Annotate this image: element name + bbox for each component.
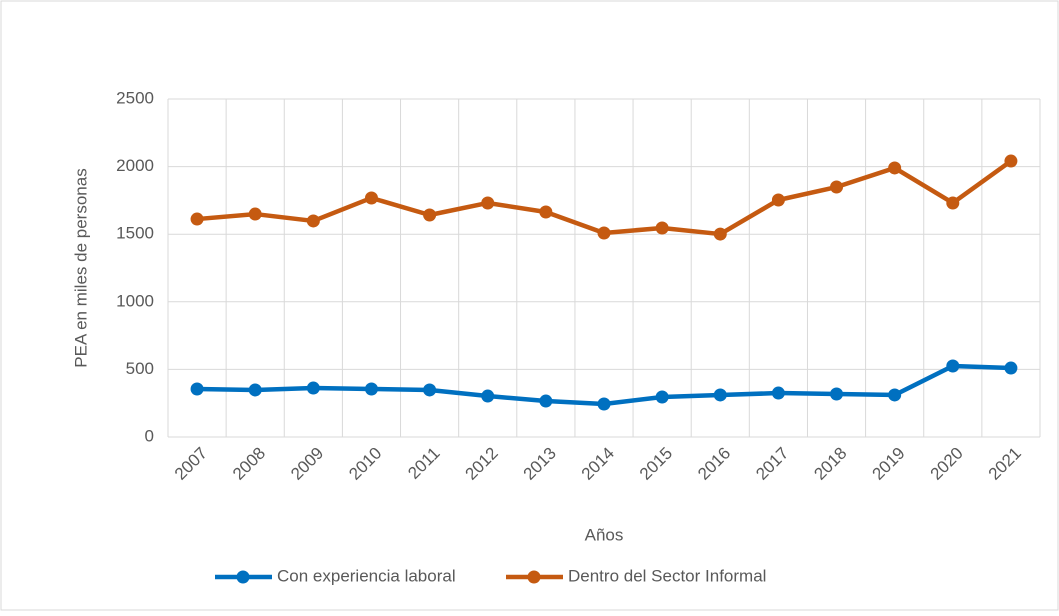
data-point — [364, 382, 378, 396]
data-point — [946, 196, 960, 210]
y-tick-label: 0 — [145, 426, 154, 445]
legend-label: Con experiencia laboral — [277, 566, 456, 585]
y-tick-label: 1500 — [116, 224, 154, 243]
data-point — [888, 388, 902, 402]
data-point — [481, 196, 495, 210]
data-point — [190, 212, 204, 226]
data-point — [423, 383, 437, 397]
data-point — [946, 359, 960, 373]
data-point — [888, 161, 902, 175]
legend-label: Dentro del Sector Informal — [568, 566, 766, 585]
data-point — [771, 193, 785, 207]
data-point — [597, 397, 611, 411]
legend-marker — [527, 570, 541, 584]
data-point — [539, 205, 553, 219]
data-point — [713, 227, 727, 241]
y-tick-label: 500 — [126, 359, 154, 378]
data-point — [423, 208, 437, 222]
data-point — [306, 214, 320, 228]
data-point — [771, 386, 785, 400]
y-axis-label: PEA en miles de personas — [71, 168, 90, 367]
data-point — [190, 382, 204, 396]
data-point — [248, 207, 262, 221]
data-point — [481, 389, 495, 403]
y-tick-label: 1000 — [116, 291, 154, 310]
data-point — [1004, 361, 1018, 375]
x-axis-label: Años — [585, 525, 624, 544]
legend-marker — [236, 570, 250, 584]
data-point — [1004, 154, 1018, 168]
y-tick-label: 2000 — [116, 156, 154, 175]
data-point — [713, 388, 727, 402]
data-point — [306, 381, 320, 395]
data-point — [364, 191, 378, 205]
data-point — [655, 221, 669, 235]
data-point — [655, 390, 669, 404]
y-tick-label: 2500 — [116, 88, 154, 107]
data-point — [248, 383, 262, 397]
data-point — [830, 180, 844, 194]
data-point — [539, 394, 553, 408]
data-point — [597, 226, 611, 240]
data-point — [830, 387, 844, 401]
